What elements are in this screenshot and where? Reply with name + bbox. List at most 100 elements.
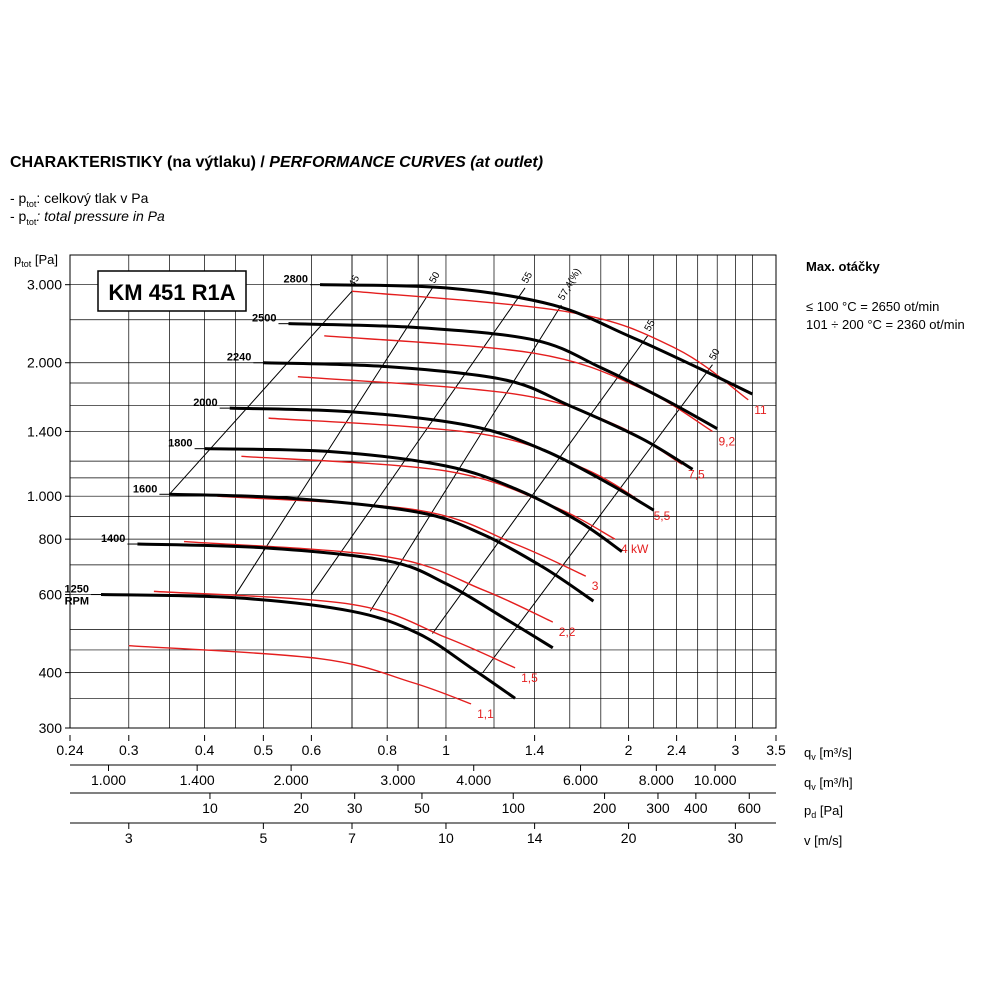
efficiency-line bbox=[482, 364, 713, 673]
speed-unit: RPM bbox=[65, 596, 89, 608]
y-tick-label: 1.000 bbox=[27, 488, 62, 504]
power-label: 9,2 bbox=[718, 434, 735, 448]
y-tick-label: 2.000 bbox=[27, 355, 62, 371]
axis-tick-label: 200 bbox=[593, 800, 617, 816]
power-label: 2,2 bbox=[559, 625, 576, 639]
max-speed-line2: 101 ÷ 200 °C = 2360 ot/min bbox=[806, 317, 965, 332]
speed-curve bbox=[263, 361, 694, 471]
speed-curve bbox=[100, 593, 516, 700]
axis-tick-label: 14 bbox=[527, 830, 543, 846]
axis-tick-label: 8.000 bbox=[639, 772, 674, 788]
speed-curve bbox=[204, 447, 623, 553]
axis-tick-label: 4.000 bbox=[456, 772, 491, 788]
speed-curve bbox=[319, 283, 754, 396]
axis-tick-label: 400 bbox=[684, 800, 708, 816]
axis-tick-label: 6.000 bbox=[563, 772, 598, 788]
axis-tick-label: 20 bbox=[293, 800, 309, 816]
power-curve bbox=[268, 417, 648, 507]
axis-tick-label: 10 bbox=[202, 800, 218, 816]
speed-label: 1800 bbox=[168, 438, 192, 450]
efficiency-line bbox=[432, 335, 649, 634]
power-label: 1,1 bbox=[477, 707, 494, 721]
speed-label: 2500 bbox=[252, 313, 276, 325]
speed-curve bbox=[137, 542, 554, 650]
power-curve bbox=[297, 376, 683, 465]
note2-prefix: - p bbox=[10, 208, 27, 224]
power-curve bbox=[153, 590, 516, 669]
axis-tick-label: 3.000 bbox=[380, 772, 415, 788]
speed-curve bbox=[169, 492, 595, 603]
axis-tick-label: 5 bbox=[259, 830, 267, 846]
note1-sub: tot bbox=[26, 198, 37, 209]
chart-title: CHARAKTERISTIKY (na výtlaku) / PERFORMAN… bbox=[10, 154, 543, 172]
speed-curve bbox=[229, 406, 655, 512]
power-curve bbox=[217, 495, 587, 577]
axis-tick-label: 1 bbox=[442, 742, 450, 758]
y-tick-label: 600 bbox=[39, 587, 63, 603]
note-czech: - ptot: celkový tlak v Pa bbox=[10, 190, 148, 209]
speed-label: 1400 bbox=[101, 533, 125, 545]
efficiency-line bbox=[369, 304, 562, 612]
plot-frame bbox=[69, 254, 777, 729]
axis-tick-label: 10.000 bbox=[694, 772, 737, 788]
axis-label: v [m/s] bbox=[804, 833, 842, 848]
max-speed-panel: Max. otáčky ≤ 100 °C = 2650 ot/min 101 ÷… bbox=[806, 258, 965, 334]
efficiency-label: 55 bbox=[643, 318, 658, 334]
axis-tick-label: 7 bbox=[348, 830, 356, 846]
axis-tick-label: 0.6 bbox=[302, 742, 322, 758]
note1-prefix: - p bbox=[10, 190, 27, 206]
efficiency-label: 50 bbox=[708, 347, 723, 363]
axis-tick-label: 3 bbox=[731, 742, 739, 758]
axis-tick-label: 0.5 bbox=[254, 742, 274, 758]
axis-tick-label: 100 bbox=[502, 800, 526, 816]
axis-tick-label: 1.400 bbox=[180, 772, 215, 788]
y-tick-label: 1.400 bbox=[27, 423, 62, 439]
axis-label: pd [Pa] bbox=[804, 803, 843, 820]
axis-tick-label: 2 bbox=[625, 742, 633, 758]
axis-tick-label: 20 bbox=[621, 830, 637, 846]
power-curve bbox=[324, 335, 713, 433]
note-english: - ptot: total pressure in Pa bbox=[10, 208, 165, 227]
speed-curve bbox=[288, 322, 718, 430]
speed-label: 1250 bbox=[65, 584, 89, 596]
efficiency-line bbox=[235, 287, 433, 595]
power-label: 5,5 bbox=[654, 509, 671, 523]
y-tick-label: 3.000 bbox=[27, 277, 62, 293]
y-tick-label: 300 bbox=[39, 720, 63, 736]
power-curve bbox=[128, 645, 472, 705]
model-box bbox=[97, 270, 247, 312]
speed-label: 2240 bbox=[227, 352, 251, 364]
speed-label: 1600 bbox=[133, 483, 157, 495]
axis-tick-label: 0.24 bbox=[56, 742, 83, 758]
speed-label: 2800 bbox=[284, 274, 308, 286]
note1-text: : celkový tlak v Pa bbox=[36, 190, 149, 206]
axis-tick-label: 30 bbox=[347, 800, 363, 816]
y-tick-label: 800 bbox=[39, 531, 63, 547]
axis-label: qv [m³/s] bbox=[804, 745, 852, 762]
axis-tick-label: 10 bbox=[438, 830, 454, 846]
axis-tick-label: 1.000 bbox=[91, 772, 126, 788]
axis-tick-label: 0.4 bbox=[195, 742, 215, 758]
axis-tick-label: 2.4 bbox=[667, 742, 687, 758]
axis-tick-label: 0.8 bbox=[377, 742, 397, 758]
max-speed-line1: ≤ 100 °C = 2650 ot/min bbox=[806, 299, 940, 314]
power-label: 4 kW bbox=[621, 542, 649, 556]
axis-tick-label: 2.000 bbox=[274, 772, 309, 788]
speed-label: 2000 bbox=[193, 397, 217, 409]
axis-tick-label: 50 bbox=[414, 800, 430, 816]
axis-tick-label: 3.5 bbox=[766, 742, 786, 758]
note2-sub: tot bbox=[26, 216, 37, 227]
power-label: 11 bbox=[754, 403, 767, 417]
note2-text: : total pressure in Pa bbox=[36, 208, 165, 224]
grid bbox=[69, 254, 777, 729]
axis-label: qv [m³/h] bbox=[804, 775, 853, 792]
efficiency-line bbox=[169, 290, 353, 495]
axis-tick-label: 600 bbox=[738, 800, 762, 816]
power-label: 1,5 bbox=[521, 671, 538, 685]
title-english: PERFORMANCE CURVES (at outlet) bbox=[269, 154, 544, 171]
axis-tick-label: 30 bbox=[728, 830, 744, 846]
power-curve bbox=[351, 290, 749, 401]
y-tick-label: 400 bbox=[39, 665, 63, 681]
axis-tick-label: 1.4 bbox=[525, 742, 545, 758]
